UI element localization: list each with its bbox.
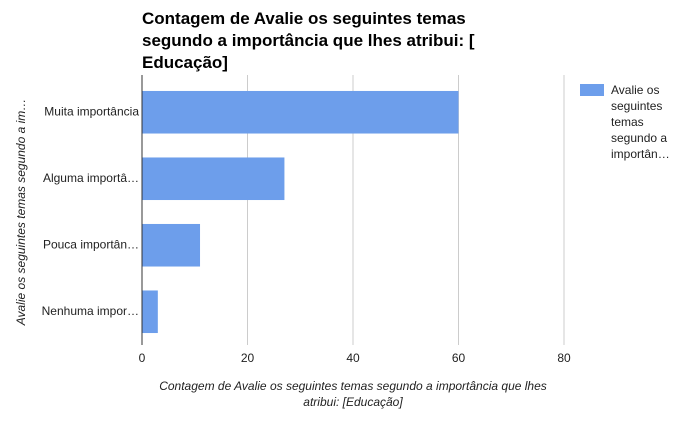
y-tick-label: Alguma importâ… [43,171,139,185]
y-tick-label: Muita importância [44,104,139,118]
x-tick-label: 80 [557,351,571,365]
y-tick-label: Nenhuma impor… [42,304,139,318]
x-tick-label: 0 [139,351,146,365]
bar [142,290,158,334]
x-tick-label: 20 [241,351,255,365]
legend-swatch [580,84,604,96]
legend-label: Avalie os seguintes temas segundo a impo… [611,83,670,161]
bar [142,157,285,201]
bar [142,223,201,267]
bar [142,90,459,134]
x-tick-label: 60 [452,351,466,365]
y-axis-label: Avalie os seguintes temas segundo a im… [14,99,28,327]
x-axis-label: Contagem de Avalie os seguintes temas se… [159,379,547,409]
chart-title: Contagem de Avalie os seguintes temas se… [142,9,475,72]
y-tick-label: Pouca importân… [43,237,139,251]
x-tick-label: 40 [346,351,360,365]
